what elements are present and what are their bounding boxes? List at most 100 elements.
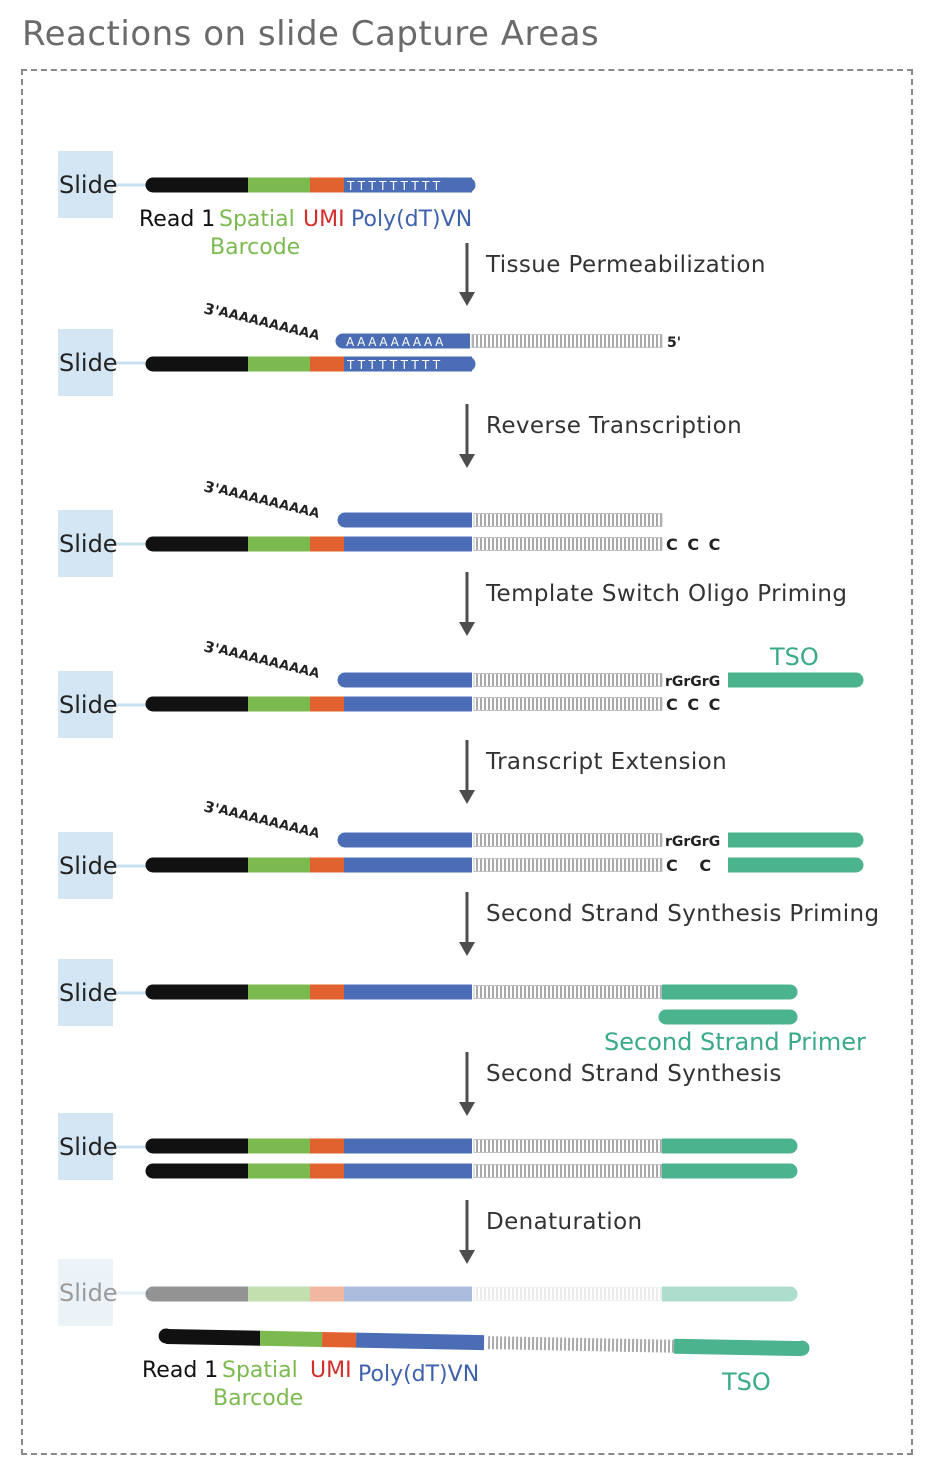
mrna-polya-segment (345, 672, 472, 688)
released-second-strand (158, 1328, 810, 1357)
diagram-frame (21, 69, 913, 1455)
umi-segment (310, 536, 344, 552)
rgrgrg-label: rGrGrG (665, 834, 720, 850)
read1-segment (153, 857, 248, 873)
mrna-transcript-outline (473, 513, 663, 527)
slide-box (58, 151, 113, 218)
read1-segment (153, 984, 248, 1000)
polydt-label: Poly(dT)VN (358, 1362, 479, 1387)
poly-a-hybrid-text: AAAAAAAAA (346, 335, 446, 349)
polydt-label: Poly(dT)VN (351, 207, 472, 232)
umi-segment (310, 696, 344, 712)
read1-segment (153, 1163, 248, 1179)
spatial-barcode-segment (248, 536, 310, 552)
mrna-transcript (474, 513, 662, 527)
step-arrow: Transcript Extension (459, 740, 727, 804)
arrow-head (459, 454, 475, 468)
polydt-segment (355, 1332, 485, 1351)
slide-box (58, 1259, 113, 1326)
barcode-label: Barcode (213, 1386, 303, 1411)
bound-strand-faded (145, 1286, 798, 1302)
polydt-segment (344, 1163, 472, 1179)
spatial-barcode-segment (248, 857, 310, 873)
read1-segment (153, 1286, 248, 1302)
tso-complement-cap (848, 857, 864, 873)
slide-box (58, 1113, 113, 1180)
cdna-first-strand (474, 537, 662, 551)
capture-oligo (145, 984, 798, 1000)
umi-segment (310, 356, 344, 372)
polydt-cap (460, 177, 476, 193)
slide-box (58, 329, 113, 396)
tso-complement (728, 857, 856, 873)
step-arrow: Second Strand Synthesis Priming (459, 892, 880, 956)
read1-segment (153, 177, 248, 193)
slide: Slide (58, 510, 148, 577)
cdna-first-strand (474, 858, 662, 872)
slide: Slide (58, 329, 148, 396)
slide: Slide (58, 959, 148, 1026)
arrow-head (459, 1250, 475, 1264)
mrna-strand: rGrGrG (337, 672, 864, 690)
polydt-segment (344, 536, 472, 552)
arrow-head (459, 622, 475, 636)
slide: Slide (58, 832, 148, 899)
cdna-first-strand (474, 985, 662, 999)
rgrgrg-label: rGrGrG (665, 674, 720, 690)
polydt-segment (344, 1286, 472, 1302)
poly-a-tail-text: AAAAAAAAAA (217, 802, 321, 842)
spatial-barcode-segment (259, 1330, 323, 1347)
slide-box (58, 959, 113, 1026)
slide-label: Slide (59, 1133, 118, 1161)
step-label: Tissue Permeabilization (485, 252, 766, 278)
tso-label: TSO (769, 643, 819, 671)
read1-label: Read 1 (139, 207, 215, 232)
cdna-first-strand (474, 697, 662, 711)
second-strand-primer-oligo (666, 1009, 790, 1025)
read1-cap (145, 1286, 161, 1302)
poly-a-tail-text: AAAAAAAAAA (217, 642, 321, 682)
mrna-transcript-outline (473, 833, 663, 847)
poly-a-tail-text: AAAAAAAAAA (217, 482, 321, 522)
read1-segment (153, 356, 248, 372)
slide-label: Slide (59, 171, 118, 199)
capture-oligo: C C C (145, 535, 720, 554)
spatial-barcode-segment (248, 696, 310, 712)
cdna-transcript (485, 1336, 675, 1353)
poly-t-text: TTTTTTTTT (346, 179, 444, 193)
umi-segment (310, 177, 344, 193)
read1-segment (153, 1138, 248, 1154)
slide-label: Slide (59, 349, 118, 377)
three-prime-label: 3' (202, 637, 221, 658)
tso-segment (662, 1163, 790, 1179)
cdna-transcript (474, 1164, 662, 1178)
polydt-cap (460, 356, 476, 372)
spatial-barcode-segment (248, 1286, 310, 1302)
mrna-strand (337, 512, 663, 528)
spatial-label: Spatial (222, 1358, 298, 1383)
tso-cap (782, 1138, 798, 1154)
umi-segment (310, 1286, 344, 1302)
mrna-poly-a-tail: 3'AAAAAAAAAA (202, 477, 321, 522)
poly-t-text: TTTTTTTTT (346, 358, 444, 372)
tso-cap (848, 832, 864, 848)
read1-segment (165, 1328, 261, 1346)
step-arrow: Reverse Transcription (459, 404, 742, 468)
ccc-overhang: C C C (666, 856, 752, 875)
umi-segment (321, 1331, 357, 1348)
mrna-transcript-outline (473, 673, 663, 687)
umi-label: UMI (303, 207, 345, 232)
second-strand-primer (658, 1009, 798, 1025)
tso-label: TSO (721, 1368, 771, 1396)
step-label: Second Strand Synthesis Priming (486, 901, 880, 927)
cdna-first-strand-outline (473, 697, 663, 711)
spatial-barcode-segment (248, 177, 310, 193)
tso-segment (673, 1338, 803, 1357)
step-label: Reverse Transcription (486, 413, 742, 439)
primer-cap-right (782, 1009, 798, 1025)
step-label: Denaturation (486, 1209, 643, 1235)
mrna-transcript-outline (471, 334, 663, 348)
capture-oligo: TTTTTTTTT (145, 356, 476, 372)
capture-oligo: C C C (145, 695, 720, 714)
